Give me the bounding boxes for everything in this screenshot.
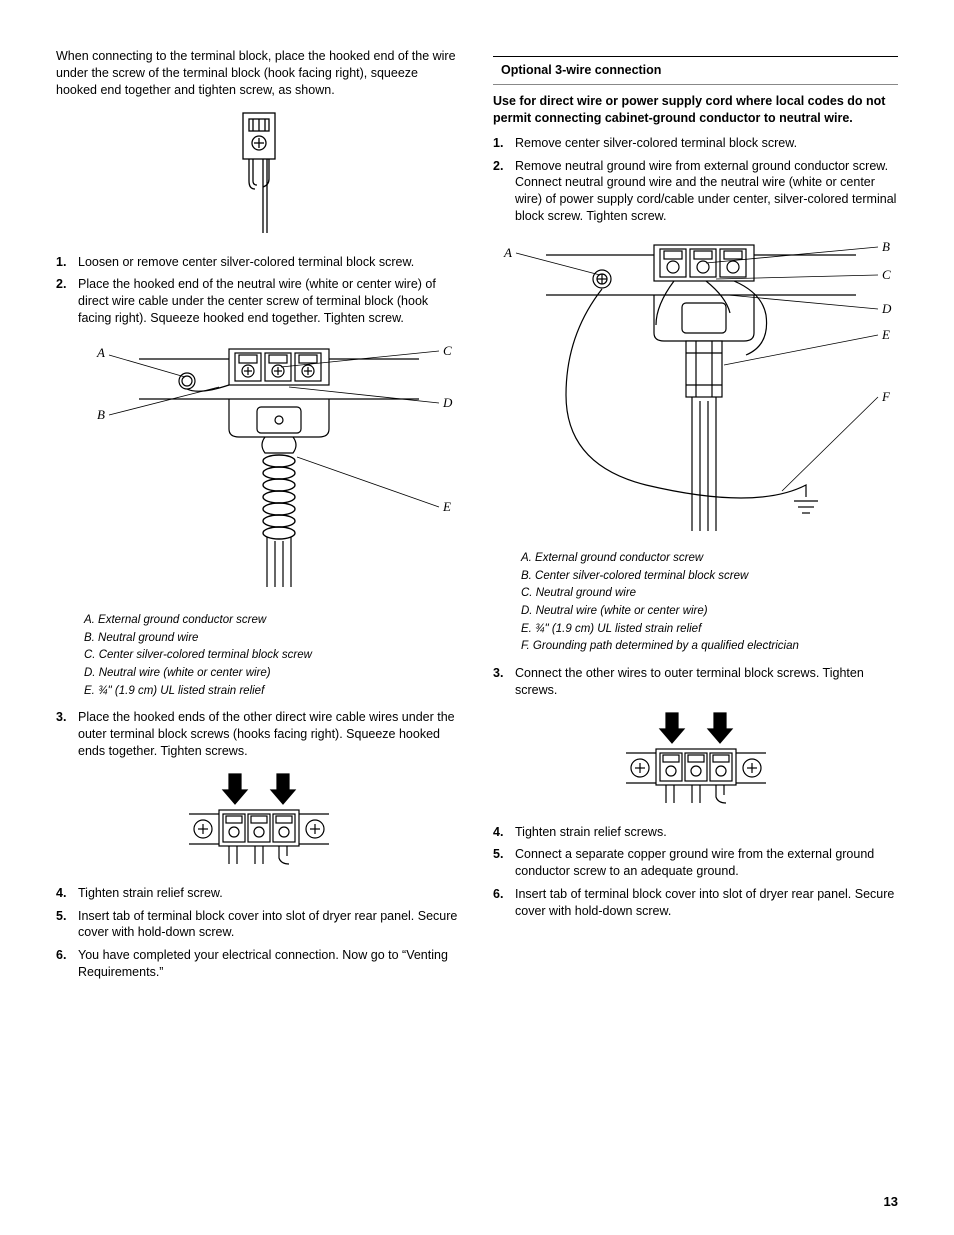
step-text: Insert tab of terminal block cover into …	[515, 886, 898, 920]
legend-item: E. ¾" (1.9 cm) UL listed strain relief	[84, 683, 461, 700]
step-text: Tighten strain relief screw.	[78, 885, 461, 902]
step-number: 2.	[56, 276, 78, 327]
figure-hook-terminal	[56, 109, 461, 244]
legend-item: A. External ground conductor screw	[521, 550, 898, 567]
left-steps-c: 4.Tighten strain relief screw. 5.Insert …	[56, 885, 461, 981]
intro-paragraph: When connecting to the terminal block, p…	[56, 48, 461, 99]
left-steps-b: 3.Place the hooked ends of the other dir…	[56, 709, 461, 760]
step-text: Insert tab of terminal block cover into …	[78, 908, 461, 942]
step-text: Connect a separate copper ground wire fr…	[515, 846, 898, 880]
step-text: Connect the other wires to outer termina…	[515, 665, 898, 699]
diagram-label: B	[882, 239, 890, 254]
section-header-text: Optional 3-wire connection	[501, 63, 661, 77]
step-number: 1.	[56, 254, 78, 271]
legend-item: E. ¾" (1.9 cm) UL listed strain relief	[521, 621, 898, 638]
legend-item: D. Neutral wire (white or center wire)	[521, 603, 898, 620]
step-number: 3.	[493, 665, 515, 699]
step-number: 5.	[493, 846, 515, 880]
legend-item: A. External ground conductor screw	[84, 612, 461, 629]
diagram-label: A	[96, 345, 105, 360]
figure-left-diagram: A B C D E	[76, 337, 461, 602]
diagram-label: A	[503, 245, 512, 260]
legend-item: C. Center silver-colored terminal block …	[84, 647, 461, 664]
right-steps-c: 4.Tighten strain relief screws. 5.Connec…	[493, 824, 898, 920]
diagram-label: E	[881, 327, 890, 342]
step-text: Remove center silver-colored terminal bl…	[515, 135, 898, 152]
right-legend: A. External ground conductor screw B. Ce…	[521, 550, 898, 655]
step-text: Place the hooked ends of the other direc…	[78, 709, 461, 760]
figure-right-diagram: A B C D E F	[493, 235, 898, 540]
step-number: 4.	[493, 824, 515, 841]
step-number: 3.	[56, 709, 78, 760]
legend-item: F. Grounding path determined by a qualif…	[521, 638, 898, 655]
diagram-label: C	[882, 267, 891, 282]
step-number: 6.	[56, 947, 78, 981]
legend-item: B. Center silver-colored terminal block …	[521, 568, 898, 585]
legend-item: C. Neutral ground wire	[521, 585, 898, 602]
diagram-label: F	[881, 389, 891, 404]
legend-item: D. Neutral wire (white or center wire)	[84, 665, 461, 682]
step-number: 4.	[56, 885, 78, 902]
step-number: 2.	[493, 158, 515, 226]
right-steps-b: 3.Connect the other wires to outer termi…	[493, 665, 898, 699]
figure-left-arrows	[56, 770, 461, 875]
step-number: 6.	[493, 886, 515, 920]
diagram-label: E	[442, 499, 451, 514]
intro-bold: Use for direct wire or power supply cord…	[493, 93, 898, 127]
figure-right-arrows	[493, 709, 898, 814]
left-steps-a: 1.Loosen or remove center silver-colored…	[56, 254, 461, 328]
diagram-label: C	[443, 343, 452, 358]
section-header: Optional 3-wire connection	[493, 56, 898, 85]
step-text: Loosen or remove center silver-colored t…	[78, 254, 461, 271]
step-number: 5.	[56, 908, 78, 942]
diagram-label: B	[97, 407, 105, 422]
diagram-label: D	[442, 395, 453, 410]
page-number: 13	[884, 1193, 898, 1211]
left-column: When connecting to the terminal block, p…	[56, 48, 461, 987]
right-column: Optional 3-wire connection Use for direc…	[493, 48, 898, 987]
step-text: Remove neutral ground wire from external…	[515, 158, 898, 226]
legend-item: B. Neutral ground wire	[84, 630, 461, 647]
diagram-label: D	[881, 301, 892, 316]
step-text: Place the hooked end of the neutral wire…	[78, 276, 461, 327]
step-text: Tighten strain relief screws.	[515, 824, 898, 841]
step-text: You have completed your electrical conne…	[78, 947, 461, 981]
right-steps-a: 1.Remove center silver-colored terminal …	[493, 135, 898, 225]
step-number: 1.	[493, 135, 515, 152]
left-legend: A. External ground conductor screw B. Ne…	[84, 612, 461, 699]
